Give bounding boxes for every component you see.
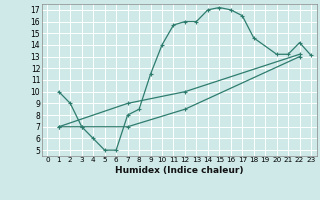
X-axis label: Humidex (Indice chaleur): Humidex (Indice chaleur) [115,166,244,175]
